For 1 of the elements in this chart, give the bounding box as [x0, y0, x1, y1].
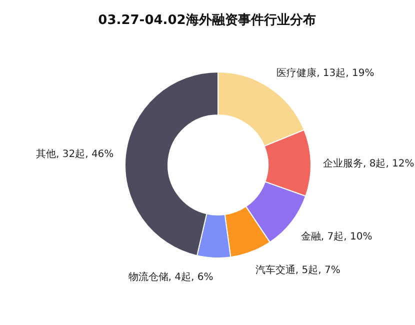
title: 03.27-04.02海外融资事件行业分布	[98, 13, 316, 28]
